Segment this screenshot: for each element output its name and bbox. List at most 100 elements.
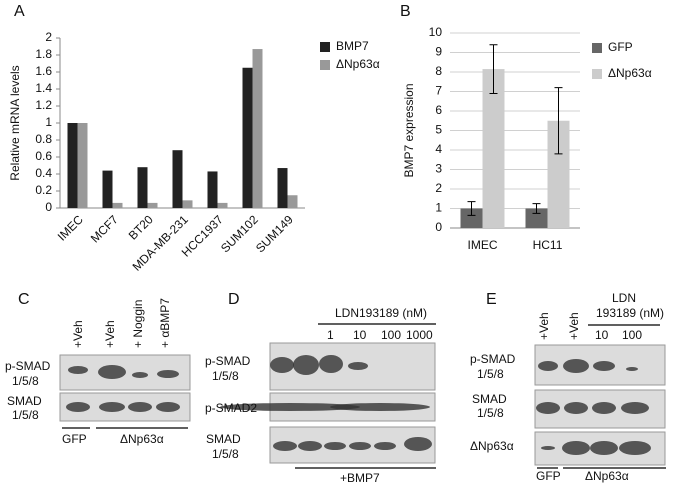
bar [242, 67, 253, 208]
band [293, 355, 319, 375]
y-tick-label: 1 [435, 201, 442, 215]
bar [102, 170, 113, 208]
row-label: ΔNp63α [470, 439, 514, 453]
band [538, 361, 558, 371]
legend-label: ΔNp63α [336, 57, 380, 71]
row-label: SMAD [472, 392, 507, 406]
treatment-label: LDN193189 (nM) [335, 306, 427, 320]
error-bar [467, 201, 476, 216]
y-tick-label: 1 [45, 115, 52, 129]
panel-letter: B [400, 3, 411, 20]
bar [482, 69, 505, 228]
band [319, 355, 343, 373]
panel-letter: E [486, 291, 497, 308]
legend-label: GFP [608, 40, 633, 54]
band [536, 402, 560, 414]
y-tick-label: 4 [435, 142, 442, 156]
legend-swatch [320, 60, 330, 70]
y-tick-label: 2 [45, 30, 52, 44]
row-label: p-SMAD [470, 352, 516, 366]
band [621, 402, 649, 414]
legend-label: ΔNp63α [608, 66, 652, 80]
row-label: 1/5/8 [12, 374, 39, 388]
lane-label: + Noggin [131, 300, 145, 348]
bar [112, 202, 123, 208]
bar [172, 150, 183, 208]
y-tick-label: 3 [435, 162, 442, 176]
bar [547, 120, 570, 228]
bar [460, 208, 483, 228]
band [626, 367, 638, 371]
treatment-label: 193189 (nM) [596, 306, 664, 320]
y-tick-label: 1.2 [35, 98, 52, 112]
lane-label: +Veh [71, 320, 85, 348]
y-tick-label: 0.8 [35, 132, 52, 146]
y-tick-label: 0 [45, 200, 52, 214]
band [128, 402, 152, 412]
dose-label: 100 [622, 328, 642, 342]
bar [207, 171, 218, 208]
x-tick-label: BT20 [126, 212, 156, 242]
x-tick-label: IMEC [468, 238, 498, 252]
error-bar [532, 203, 541, 214]
band [298, 441, 322, 451]
group-label: GFP [536, 469, 561, 483]
x-tick-label: IMEC [55, 212, 86, 243]
group-label: GFP [62, 432, 87, 446]
y-tick-label: 1.4 [35, 81, 52, 95]
x-tick-label: SUM102 [218, 212, 261, 255]
lane-label: + αBMP7 [158, 298, 172, 348]
band [619, 441, 651, 455]
band [157, 370, 179, 378]
y-tick-label: 9 [435, 45, 442, 59]
group-label: ΔNp63α [120, 432, 164, 446]
treatment-label: LDN [612, 291, 636, 305]
bar [287, 195, 298, 208]
row-label: 1/5/8 [212, 369, 239, 383]
band [273, 441, 297, 451]
row-label: SMAD [206, 432, 241, 446]
bar [525, 208, 548, 228]
band [541, 446, 555, 450]
x-tick-label: HC11 [533, 238, 563, 252]
y-tick-label: 0 [435, 220, 442, 234]
y-tick-label: 0.2 [35, 183, 52, 197]
band [66, 402, 90, 412]
row-label: p-SMAD [205, 354, 251, 368]
legend-swatch [592, 43, 602, 53]
band [132, 372, 148, 378]
panel-letter: A [14, 3, 25, 20]
y-tick-label: 8 [435, 64, 442, 78]
band [270, 357, 294, 373]
band [593, 361, 615, 371]
panel-letter: C [18, 291, 30, 308]
band [348, 362, 368, 370]
error-bar [554, 87, 563, 155]
lane-label: +Veh [567, 312, 581, 340]
row-label: p-SMAD2 [205, 401, 257, 415]
lane-label: +Veh [103, 320, 117, 348]
band [374, 442, 396, 450]
bar [217, 202, 228, 208]
y-tick-label: 1.8 [35, 47, 52, 61]
y-tick-label: 2 [435, 181, 442, 195]
row-label: p-SMAD [5, 359, 51, 373]
panel-e: E LDN 193189 (nM) +Veh +Veh 10 100 p-SMA… [470, 291, 666, 483]
bar [77, 123, 88, 208]
y-tick-label: 1.6 [35, 64, 52, 78]
bar [67, 123, 78, 208]
y-axis-label: BMP7 expression [402, 83, 416, 177]
row-label: 1/5/8 [12, 408, 39, 422]
group-label: ΔNp63α [585, 469, 629, 483]
dose-label: 10 [353, 328, 367, 342]
legend-swatch [320, 42, 330, 52]
error-bar [489, 44, 498, 94]
group-label: +BMP7 [340, 471, 380, 483]
y-tick-label: 7 [435, 84, 442, 98]
panel-letter: D [228, 291, 240, 308]
row-label: SMAD [7, 394, 42, 408]
dose-label: 1000 [406, 328, 433, 342]
legend-swatch [592, 69, 602, 79]
